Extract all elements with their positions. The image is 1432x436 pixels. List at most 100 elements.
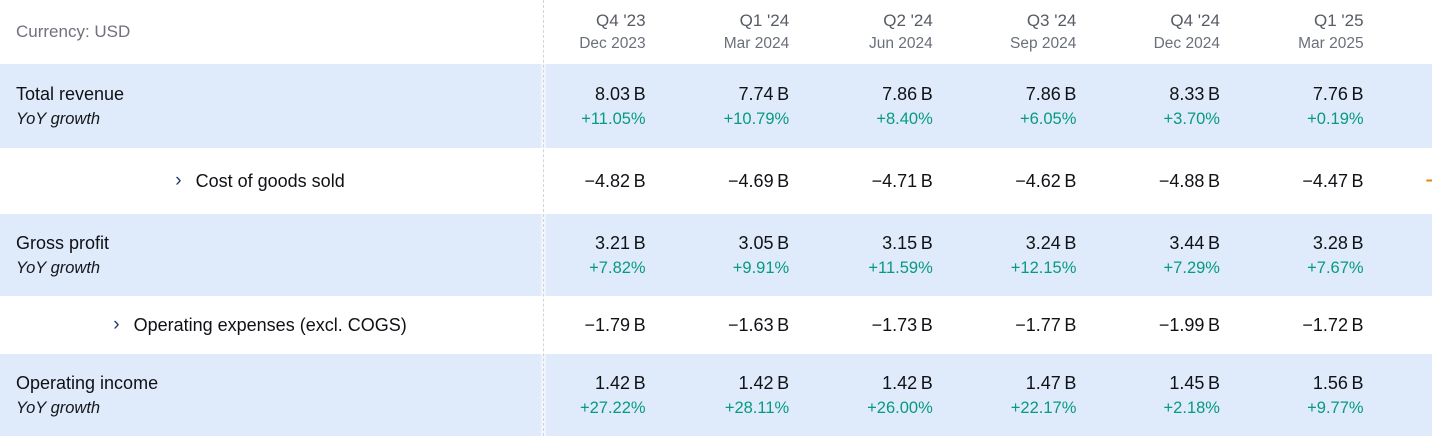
value: 1.47 B	[1025, 372, 1077, 393]
value-cell: 7.74 B +10.79%	[646, 64, 790, 148]
growth-value: +27.22%	[579, 398, 646, 417]
row-operating-expenses[interactable]: › Operating expenses (excl. COGS) −1.79 …	[0, 296, 1432, 354]
quarter-date: Mar 2025	[1298, 35, 1364, 52]
value-cell: −1.63 B	[646, 296, 790, 354]
value: 1.42 B	[882, 372, 933, 393]
row-label: Gross profit	[16, 232, 110, 253]
value: 1.45 B	[1169, 372, 1220, 393]
value-cell: 1.42 B +27.22%	[502, 354, 646, 436]
row-cost-of-goods-sold[interactable]: › Cost of goods sold −4.82 B −4.69 B −4.…	[0, 148, 1432, 214]
value: −1.73 B	[871, 315, 933, 335]
value-cell: 7.86 B +6.05%	[933, 64, 1077, 148]
quarter-label: Q2 '24	[883, 11, 933, 30]
growth-value: +12.15%	[1010, 258, 1077, 277]
quarter-date: Jun 2024	[869, 35, 933, 52]
value: 3.21 B	[594, 232, 646, 253]
growth-value: +11.59%	[868, 258, 933, 277]
value: −1.79 B	[584, 315, 646, 335]
value-cell: −1.73 B	[789, 296, 933, 354]
value: 8.33 B	[1169, 83, 1220, 104]
column-header-q4-23: Q4 '23 Dec 2023	[502, 0, 646, 64]
growth-value: +7.29%	[1163, 258, 1220, 277]
value: 7.86 B	[882, 83, 933, 104]
quarter-label: Q3 '24	[1026, 11, 1077, 30]
row-total-revenue[interactable]: Total revenue YoY growth 8.03 B +11.05% …	[0, 64, 1432, 148]
growth-value: +10.79%	[723, 109, 790, 128]
value-cell: 7.86 B +8.40%	[789, 64, 933, 148]
row-sublabel-yoy-growth: YoY growth	[16, 109, 101, 128]
value: 3.44 B	[1169, 232, 1220, 253]
row-label: Operating income	[16, 372, 159, 393]
value-cell: 1.42 B +26.00%	[789, 354, 933, 436]
value-cell: 3.21 B +7.82%	[502, 214, 646, 296]
row-sublabel-yoy-growth: YoY growth	[16, 398, 101, 417]
quarter-label: Q1 '25	[1314, 11, 1364, 30]
value-cell: 3.15 B +11.59%	[789, 214, 933, 296]
column-header-q1-24: Q1 '24 Mar 2024	[646, 0, 790, 64]
value: 7.74 B	[738, 83, 790, 104]
growth-value: +8.40%	[876, 109, 933, 128]
quarter-date: Dec 2024	[1153, 35, 1220, 52]
row-label-cell: Total revenue YoY growth	[0, 64, 502, 148]
value: −4.82 B	[584, 171, 646, 191]
value: 1.42 B	[594, 372, 646, 393]
value-cell: 3.24 B +12.15%	[933, 214, 1077, 296]
value: −1.99 B	[1158, 315, 1220, 335]
growth-value: +26.00%	[867, 398, 933, 417]
row-label-cell: › Cost of goods sold	[0, 148, 502, 214]
value: 3.05 B	[738, 232, 790, 253]
quarter-date: Mar 2024	[723, 35, 790, 52]
value: 8.03 B	[594, 83, 646, 104]
column-header-q1-25: Q1 '25 Mar 2025	[1220, 0, 1364, 64]
value-cell: −1.79 B	[502, 296, 646, 354]
value: 3.24 B	[1025, 232, 1077, 253]
currency-label: Currency: USD	[16, 22, 131, 41]
value-cell: 1.45 B +2.18%	[1076, 354, 1220, 436]
row-sublabel-yoy-growth: YoY growth	[16, 258, 101, 277]
value: 1.42 B	[738, 372, 790, 393]
value: −4.71 B	[871, 171, 933, 191]
value-cell: −4.88 B	[1076, 148, 1220, 214]
value: 7.86 B	[1025, 83, 1077, 104]
value: −4.62 B	[1015, 171, 1077, 191]
value: −4.69 B	[728, 171, 790, 191]
value: −1.63 B	[728, 315, 790, 335]
growth-value: +3.70%	[1163, 109, 1220, 128]
row-label-cell: › Operating expenses (excl. COGS)	[0, 296, 502, 354]
row-label-cell: Gross profit YoY growth	[0, 214, 502, 296]
value-cell: 1.56 B +9.77%	[1220, 354, 1364, 436]
growth-value: +6.05%	[1019, 109, 1077, 128]
row-label: Cost of goods sold	[195, 171, 345, 191]
quarter-date: Sep 2024	[1010, 35, 1077, 52]
row-label: Operating expenses (excl. COGS)	[133, 315, 407, 335]
value-cell: −4.71 B	[789, 148, 933, 214]
chevron-right-icon[interactable]: ›	[175, 169, 182, 191]
value-cell: −4.47 B	[1220, 148, 1364, 214]
value: −4.47 B	[1302, 171, 1364, 191]
value-cell: 8.33 B +3.70%	[1076, 64, 1220, 148]
row-gross-profit[interactable]: Gross profit YoY growth 3.21 B +7.82% 3.…	[0, 214, 1432, 296]
row-operating-income[interactable]: Operating income YoY growth 1.42 B +27.2…	[0, 354, 1432, 436]
clipped-next-column-value: −	[1425, 170, 1432, 191]
value-cell: −1.77 B	[933, 296, 1076, 354]
value: 1.56 B	[1312, 372, 1364, 393]
growth-value: +9.91%	[732, 258, 790, 277]
quarter-label: Q4 '24	[1170, 11, 1220, 30]
table-header-row: Currency: USD Q4 '23 Dec 2023 Q1 '24 Mar…	[0, 0, 1432, 64]
quarter-label: Q4 '23	[596, 11, 646, 30]
column-header-q4-24: Q4 '24 Dec 2024	[1076, 0, 1220, 64]
quarter-date: Dec 2023	[579, 35, 646, 52]
column-header-q2-24: Q2 '24 Jun 2024	[789, 0, 933, 64]
value: −1.72 B	[1302, 315, 1364, 335]
value-cell: 3.44 B +7.29%	[1076, 214, 1220, 296]
growth-value: +2.18%	[1163, 398, 1220, 417]
growth-value: +11.05%	[581, 109, 646, 128]
quarter-label: Q1 '24	[739, 11, 790, 30]
growth-value: +9.77%	[1307, 398, 1364, 417]
currency-cell: Currency: USD	[0, 0, 502, 64]
value-cell: −4.82 B	[502, 148, 646, 214]
value-cell: 8.03 B +11.05%	[502, 64, 646, 148]
chevron-right-icon[interactable]: ›	[113, 313, 120, 335]
value: 7.76 B	[1312, 83, 1364, 104]
